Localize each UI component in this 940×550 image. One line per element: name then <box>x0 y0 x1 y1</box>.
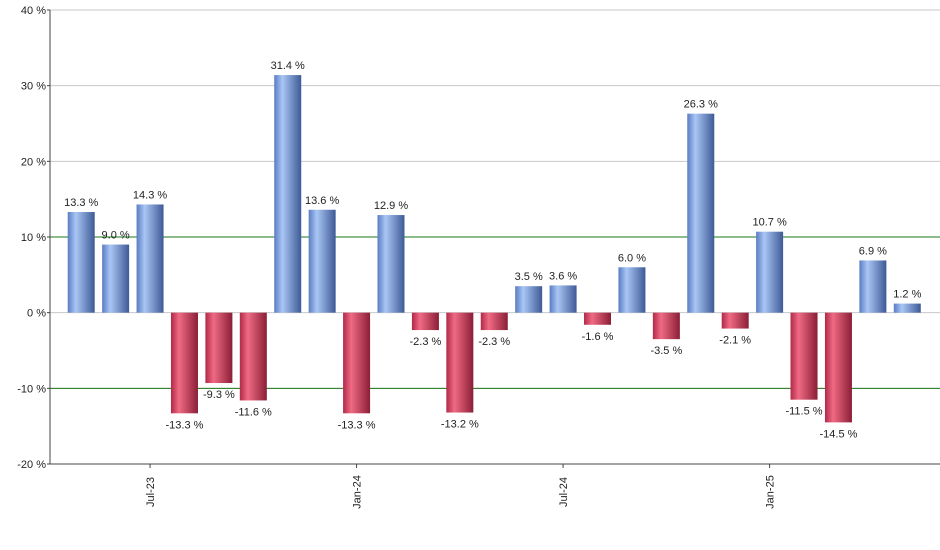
bar <box>652 312 680 340</box>
bar <box>102 244 130 313</box>
value-label: 12.9 % <box>374 200 408 212</box>
value-label: -11.6 % <box>235 406 272 418</box>
value-label: 6.0 % <box>618 252 646 264</box>
bar <box>721 312 749 329</box>
bar <box>893 303 921 313</box>
bar <box>170 312 198 414</box>
x-tick-label: Jul-24 <box>558 477 570 507</box>
value-label: -1.6 % <box>582 331 614 343</box>
bar <box>136 204 164 313</box>
bar <box>618 267 646 313</box>
value-label: 14.3 % <box>133 189 167 201</box>
bar <box>790 312 818 400</box>
bar <box>67 212 95 313</box>
value-label: 6.9 % <box>859 245 887 257</box>
y-tick-label: 0 % <box>27 308 46 320</box>
value-label: 9.0 % <box>102 230 130 242</box>
value-label: 13.3 % <box>64 197 98 209</box>
value-label: 3.5 % <box>515 271 543 283</box>
y-tick-label: 20 % <box>21 156 46 168</box>
value-label: -2.3 % <box>410 336 442 348</box>
y-tick-label: 10 % <box>21 232 46 244</box>
value-label: -13.2 % <box>441 419 479 431</box>
value-label: -11.5 % <box>785 406 822 418</box>
value-label: 31.4 % <box>271 60 305 72</box>
bar <box>446 312 474 413</box>
y-tick-label: 40 % <box>21 5 46 17</box>
value-label: -13.3 % <box>166 419 204 431</box>
bar <box>411 312 439 331</box>
bar <box>377 215 405 313</box>
x-tick-label: Jan-25 <box>765 475 777 509</box>
bar <box>239 312 267 401</box>
value-label: -13.3 % <box>338 419 376 431</box>
y-tick-label: -20 % <box>17 459 46 471</box>
value-label: 10.7 % <box>752 217 786 229</box>
value-label: 3.6 % <box>549 270 577 282</box>
bar <box>756 231 784 313</box>
value-label: -2.3 % <box>478 336 510 348</box>
bar <box>343 312 371 414</box>
value-label: -14.5 % <box>819 428 857 440</box>
y-tick-label: -10 % <box>17 383 46 395</box>
value-label: 1.2 % <box>893 289 921 301</box>
value-label: -2.1 % <box>719 335 751 347</box>
bar <box>859 260 887 313</box>
x-tick-label: Jul-23 <box>145 477 157 507</box>
bar <box>824 312 852 423</box>
bar <box>584 312 612 325</box>
bar <box>480 312 508 331</box>
bar <box>515 286 543 313</box>
value-label: -3.5 % <box>650 345 682 357</box>
x-tick-label: Jan-24 <box>352 475 364 509</box>
bar <box>687 113 715 313</box>
bar <box>205 312 233 384</box>
bar <box>308 209 336 313</box>
bar <box>549 285 577 313</box>
bar <box>274 75 302 313</box>
value-label: -9.3 % <box>203 389 235 401</box>
value-label: 26.3 % <box>684 99 718 111</box>
y-tick-label: 30 % <box>21 81 46 93</box>
value-label: 13.6 % <box>305 195 339 207</box>
